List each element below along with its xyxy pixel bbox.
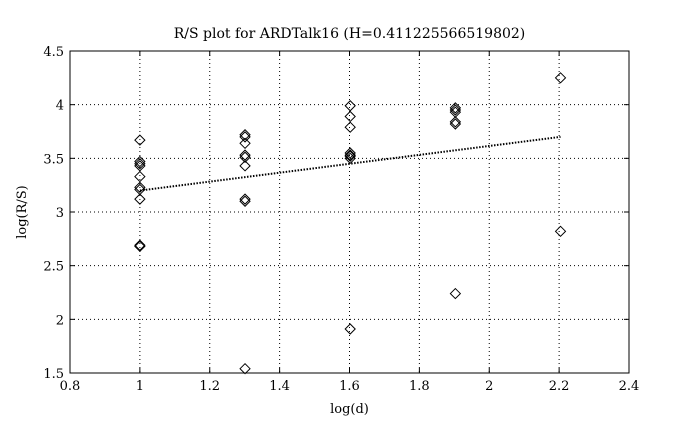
x-axis-label: log(d) [330, 402, 369, 417]
y-tick-label: 2 [56, 313, 64, 328]
data-point [134, 181, 146, 194]
data-point [239, 160, 251, 172]
x-tick-label: 0.8 [60, 379, 81, 394]
data-point [239, 151, 251, 163]
data-point [344, 150, 356, 162]
data-points [134, 72, 567, 375]
data-point [134, 134, 146, 146]
data-point [344, 149, 356, 161]
y-tick-label: 3.5 [43, 152, 64, 167]
x-tick-label: 2 [485, 379, 493, 394]
data-point [449, 102, 462, 114]
data-point [134, 155, 146, 168]
data-point [344, 100, 356, 112]
data-point [239, 131, 251, 143]
y-tick-label: 3 [56, 206, 64, 221]
x-tick-label: 1 [136, 379, 144, 394]
data-point [239, 149, 251, 161]
x-tick-label: 1.4 [269, 379, 290, 394]
y-tick-label: 4 [56, 99, 64, 114]
x-tick-label: 1.2 [199, 379, 220, 394]
data-point [239, 137, 251, 150]
y-tick-label: 4.5 [43, 45, 64, 60]
data-point [239, 362, 251, 375]
data-point [554, 72, 567, 84]
data-point [449, 287, 462, 300]
data-point [239, 193, 251, 205]
x-tick-label: 2.4 [619, 379, 640, 394]
data-point [134, 239, 146, 251]
x-tick-label: 2.2 [549, 379, 570, 394]
data-point [344, 147, 356, 159]
data-point [344, 152, 356, 165]
y-tick-label: 2.5 [43, 260, 64, 275]
data-point [134, 160, 146, 172]
data-point [239, 129, 251, 141]
data-point [134, 240, 146, 253]
y-tick-label: 1.5 [43, 367, 64, 382]
data-point [134, 157, 146, 170]
data-point [134, 170, 146, 183]
y-axis-label: log(R/S) [15, 185, 30, 239]
data-point [344, 323, 356, 335]
chart-title: R/S plot for ARDTalk16 (H=0.411225566519… [174, 26, 526, 42]
data-point [239, 195, 251, 207]
data-point [554, 225, 567, 238]
data-point [449, 116, 462, 128]
data-point [134, 193, 146, 205]
data-point [449, 118, 462, 130]
grid-lines [70, 51, 629, 373]
axis-ticks: 0.8 1 1.2 1.4 1.6 1.8 2 2.2 2.4 1.5 2 2.5 3 3.5 4 4.5 [43, 45, 639, 394]
data-point [449, 104, 462, 116]
x-tick-label: 1.6 [339, 379, 360, 394]
data-point [344, 110, 356, 123]
data-point [344, 121, 356, 133]
x-tick-label: 1.8 [409, 379, 430, 394]
